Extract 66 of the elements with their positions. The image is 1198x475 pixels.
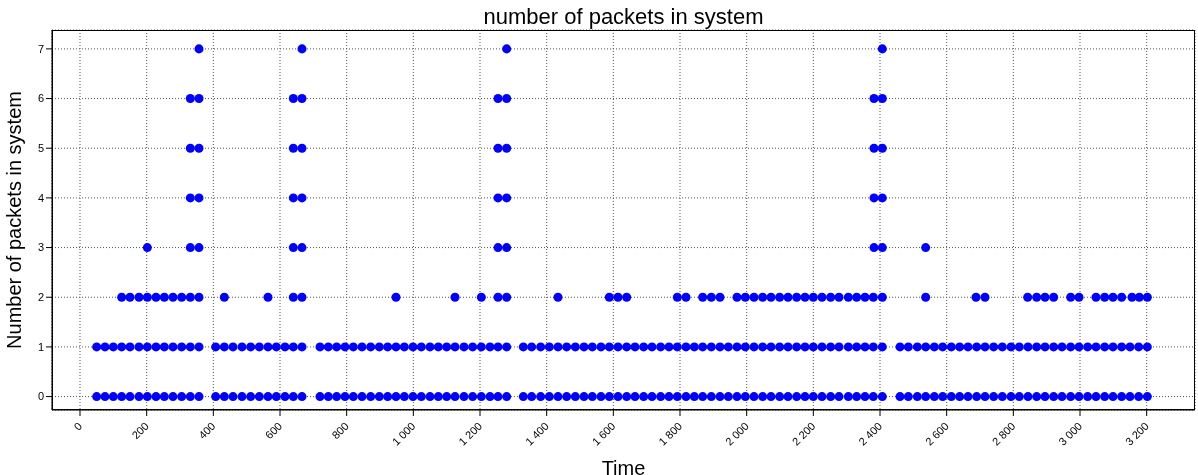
point [194,44,204,54]
x-tick-label: 200 [129,419,151,442]
point [502,44,512,54]
y-tick-label: 0 [37,390,44,403]
x-tick-label: 2 000 [722,419,751,448]
point [502,94,512,104]
y-tick-label: 2 [37,291,44,304]
point [869,243,879,253]
point [877,193,887,203]
y-tick-label: 5 [37,142,44,155]
point [502,143,512,153]
point [869,193,879,203]
point [194,94,204,104]
x-tick-label: 400 [196,419,218,442]
y-tick-label: 6 [37,92,44,105]
x-tick-label: 2 600 [922,419,951,448]
point [493,143,503,153]
point [288,94,298,104]
x-tick-label: 600 [262,419,285,442]
y-tick-label: 3 [37,241,44,254]
y-axis-title: Number of packets in system [3,91,26,349]
x-tick-label: 1 400 [522,419,551,448]
point [297,94,307,104]
x-tick-label: 2 800 [989,419,1018,448]
x-axis-title: Time [601,457,646,475]
point [297,193,307,203]
point [142,243,152,253]
x-tick-label: 1 200 [456,419,485,448]
point [185,94,195,104]
point [877,44,887,54]
point [877,94,887,104]
point [297,143,307,153]
x-tick-label: 3 000 [1056,419,1085,448]
x-tick-label: 3 200 [1122,419,1151,448]
point [288,143,298,153]
x-tick-label: 800 [329,419,351,442]
point [877,243,887,253]
y-tick-label: 7 [37,42,44,55]
x-tick-label: 2 400 [856,419,885,448]
x-tick-label: 0 [71,419,85,433]
point [493,193,503,203]
x-tick-label: 2 200 [789,419,818,448]
point [869,94,879,104]
chart-title: number of packets in system [482,4,765,30]
point [502,193,512,203]
point [493,243,503,253]
point [185,193,195,203]
x-tick-label: 1 800 [656,419,685,448]
point [194,143,204,153]
point [297,44,307,54]
point [502,243,512,253]
point [869,143,879,153]
y-tick-label: 4 [37,191,44,204]
point [297,243,307,253]
point [921,243,931,253]
point [493,94,503,104]
point [877,143,887,153]
x-tick-label: 1 000 [389,419,418,448]
point [288,243,298,253]
point [185,243,195,253]
point [185,143,195,153]
point [288,193,298,203]
x-tick-label: 1 600 [589,419,618,448]
point [194,243,204,253]
point [194,193,204,203]
y-tick-label: 1 [37,340,44,353]
